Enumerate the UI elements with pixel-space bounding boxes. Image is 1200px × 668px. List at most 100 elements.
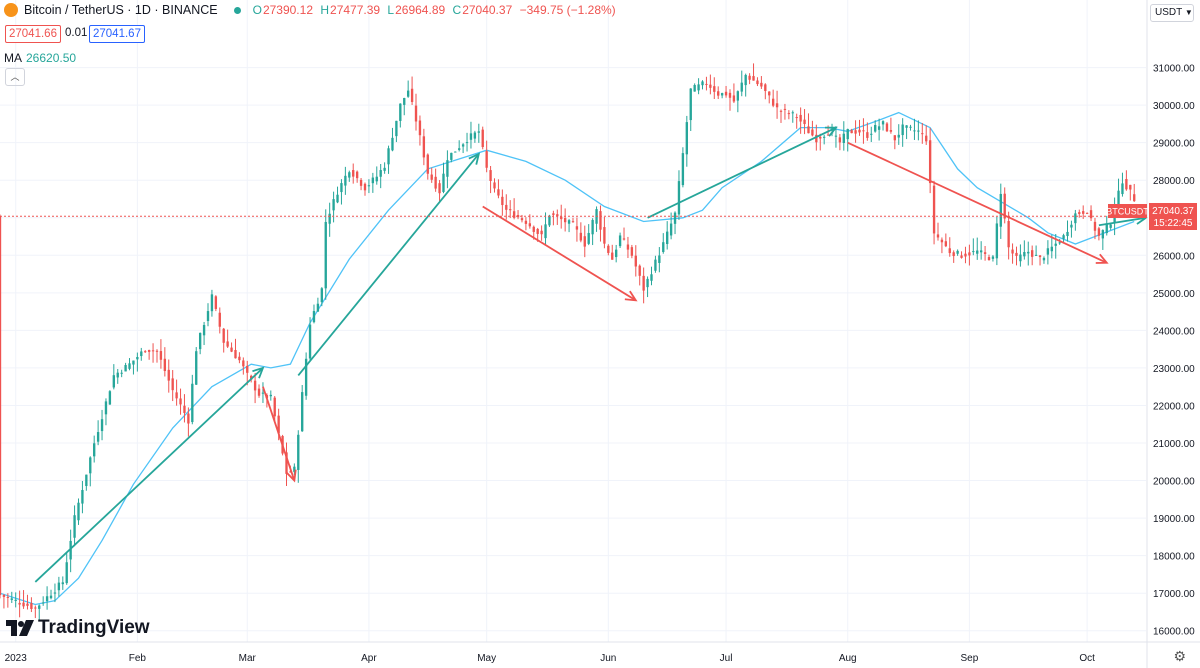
price-tick-label: 28000.00 (1153, 176, 1195, 187)
candle-body (1066, 231, 1069, 237)
trend-arrow-up (1098, 216, 1147, 227)
chevron-down-icon: ▼ (1184, 8, 1193, 17)
candle-body (795, 117, 798, 119)
sell-price-button[interactable]: 27041.66 (5, 25, 61, 43)
candle-body (246, 365, 249, 373)
candle-body (1089, 210, 1093, 219)
candle-body (285, 452, 288, 474)
ohlc-values: O27390.12 H27477.39 L26964.89 C27040.37 … (252, 3, 616, 17)
candle-body (132, 360, 135, 365)
candle-body (563, 217, 567, 223)
candle-body (355, 171, 359, 179)
market-status-icon (233, 6, 241, 14)
candle-body (324, 221, 327, 289)
candle-body (473, 132, 477, 139)
price-tick-label: 25000.00 (1153, 289, 1195, 300)
candle-body (2, 595, 6, 597)
candle-body (928, 140, 932, 184)
candle-body (198, 332, 202, 350)
candle-body (336, 194, 339, 203)
price-axis[interactable]: 16000.00 17000.00 18000.00 19000.00 20000.00… (1153, 64, 1195, 638)
price-tick-label: 30000.00 (1153, 101, 1195, 112)
price-tick-label: 26000.00 (1153, 251, 1195, 262)
candle-body (1085, 212, 1089, 214)
candle-body (1082, 211, 1085, 214)
time-tick-label: Oct (1079, 653, 1095, 664)
candles (0, 63, 1136, 622)
collapse-legend-button[interactable]: ︿ (5, 68, 25, 86)
candle-body (803, 119, 806, 125)
candle-body (642, 275, 645, 291)
candle-body (1050, 246, 1053, 252)
candle-body (819, 136, 822, 139)
symbol-price-tags: BTCUSDT 27040.37 15:22:45 (1106, 203, 1197, 230)
tradingview-logo-icon (6, 620, 34, 636)
candle-body (666, 231, 669, 245)
gear-icon[interactable]: ⚙ (1173, 648, 1186, 664)
candle-body (1011, 249, 1014, 254)
trend-arrow-up (34, 367, 264, 583)
candle-body (976, 250, 979, 254)
symbol-title[interactable]: Bitcoin / TetherUS · 1D · BINANCE (24, 3, 218, 17)
candle-body (45, 596, 49, 602)
moving-average-path (0, 111, 1135, 606)
candle-body (34, 607, 37, 609)
candle-body (932, 185, 936, 234)
candle-body (567, 220, 571, 224)
candle-body (1019, 254, 1022, 262)
candle-body (520, 218, 524, 221)
candle-body (991, 256, 995, 259)
candle-body (422, 136, 426, 158)
trend-arrow-head (252, 366, 265, 379)
candle-body (901, 124, 904, 136)
candle-body (889, 130, 893, 132)
candle-body (1042, 257, 1046, 261)
candle-body (316, 303, 320, 312)
candle-body (995, 223, 999, 259)
candle-body (771, 98, 775, 106)
candle-body (783, 108, 787, 110)
candle-body (1046, 248, 1050, 255)
price-tick-label: 20000.00 (1153, 477, 1195, 488)
candle-body (30, 603, 33, 609)
candle-body (218, 312, 221, 327)
candle-body (163, 358, 167, 372)
candle-body (709, 84, 712, 88)
candle-body (1038, 255, 1042, 258)
candle-body (175, 392, 178, 399)
candle-body (1093, 221, 1097, 231)
candle-body (748, 75, 751, 80)
candle-body (430, 174, 433, 180)
candle-body (187, 413, 190, 424)
trend-arrow-head (624, 290, 638, 302)
candle-body (673, 212, 677, 224)
candle-body (485, 151, 488, 168)
candle-body (842, 133, 845, 143)
currency-select[interactable]: USDT ▼ (1150, 4, 1194, 22)
candle-body (273, 397, 276, 417)
candle-body (646, 278, 649, 288)
candle-body (128, 363, 131, 369)
trend-arrow-down (262, 386, 296, 481)
candle-body (304, 358, 308, 396)
candle-body (732, 95, 736, 102)
candle-body (603, 227, 606, 244)
buy-price-button[interactable]: 27041.67 (89, 25, 145, 43)
tradingview-logo[interactable]: TradingView (6, 617, 150, 639)
candle-body (10, 598, 13, 600)
candle-body (250, 375, 253, 380)
candle-body (332, 199, 335, 211)
candle-body (925, 135, 928, 142)
candle-body (183, 405, 186, 413)
candle-body (57, 582, 61, 591)
time-axis[interactable]: 2023 Feb Mar Apr May Jun Jul Aug Sep Oct (5, 653, 1096, 664)
candle-body (544, 224, 547, 239)
indicator-legend[interactable]: MA 26620.50 (4, 51, 76, 65)
countdown-tag: 15:22:45 (1154, 218, 1193, 229)
currency-label: USDT (1155, 7, 1183, 18)
candle-body (720, 93, 724, 96)
candle-body (634, 255, 637, 267)
last-price-tag-bg (1149, 203, 1197, 230)
candle-body (238, 356, 241, 361)
